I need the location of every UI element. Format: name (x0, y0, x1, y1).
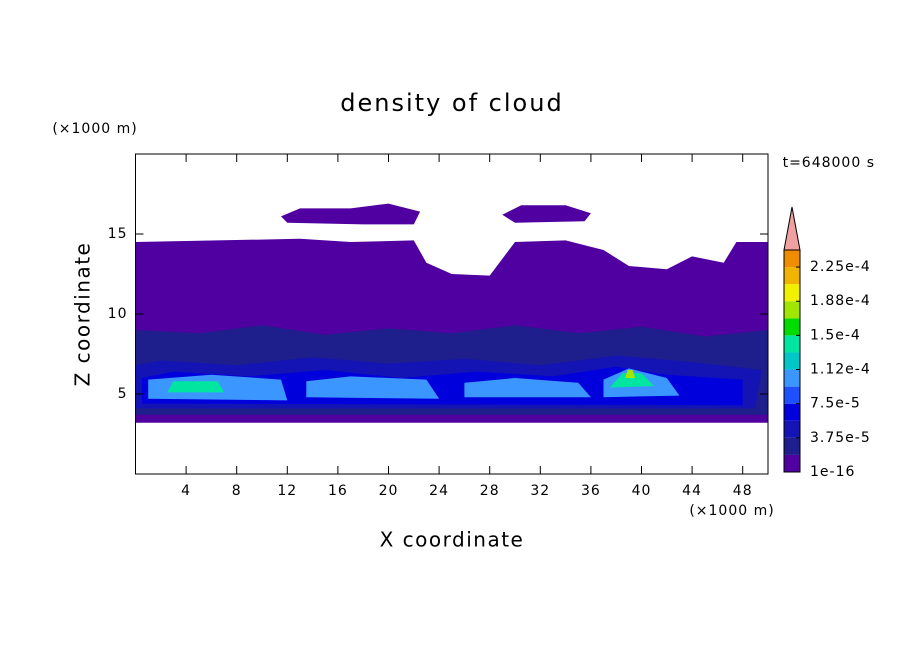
colorbar-band (784, 369, 800, 387)
x-tick-label: 8 (232, 483, 242, 499)
colorbar-tick-label: 7.5e-5 (810, 396, 861, 412)
contour-region (502, 205, 591, 223)
x-tick-label: 36 (581, 483, 601, 499)
colorbar-band (784, 420, 800, 438)
colorbar-band (784, 301, 800, 319)
colorbar-tick-label: 1e-16 (810, 464, 855, 480)
contour-region (141, 366, 743, 406)
colorbar-tick-label: 1.12e-4 (810, 362, 871, 378)
x-tick-label: 4 (181, 483, 191, 499)
y-tick-label: 15 (108, 226, 128, 242)
contour-region (625, 370, 636, 378)
colorbar-band (784, 284, 800, 302)
y-tick-label: 10 (108, 306, 128, 322)
x-tick-label: 28 (480, 483, 500, 499)
y-axis-label: Z coordinate (71, 242, 95, 387)
x-tick-label: 44 (682, 483, 702, 499)
contour-region (464, 378, 591, 398)
colorbar-band (784, 267, 800, 285)
colorbar-tick-label: 2.25e-4 (810, 259, 871, 275)
y-tick-label: 5 (118, 386, 128, 402)
annotation: t=648000 s (783, 155, 875, 171)
colorbar-tick-label: 1.88e-4 (810, 293, 871, 309)
x-tick-label: 40 (632, 483, 652, 499)
contour-region (167, 381, 225, 393)
colorbar-band (784, 403, 800, 421)
colorbar-tick-label: 1.5e-4 (810, 327, 861, 343)
contour-region (306, 376, 440, 399)
x-tick-label: 12 (277, 483, 297, 499)
colorbar-extend (783, 206, 801, 251)
x-unit: (×1000 m) (689, 503, 774, 519)
y-unit: (×1000 m) (52, 121, 137, 137)
colorbar-frame (783, 249, 801, 473)
chart-title: density of cloud (340, 89, 563, 117)
colorbar-band (784, 318, 800, 336)
contour-region (609, 373, 655, 388)
colorbar-band (784, 386, 800, 404)
x-tick-label: 24 (429, 483, 449, 499)
x-tick-label: 16 (328, 483, 348, 499)
colorbar-tick-label: 3.75e-5 (810, 430, 871, 446)
contour-region (281, 203, 421, 225)
x-axis-label: X coordinate (380, 528, 525, 552)
colorbar-band (784, 437, 800, 455)
colorbar-band (784, 335, 800, 353)
colorbar-band (784, 250, 800, 268)
colorbar-band (784, 352, 800, 370)
plot-area (135, 203, 768, 423)
x-tick-label: 48 (733, 483, 753, 499)
x-tick-label: 32 (530, 483, 550, 499)
x-tick-label: 20 (379, 483, 399, 499)
colorbar-band (784, 454, 800, 472)
